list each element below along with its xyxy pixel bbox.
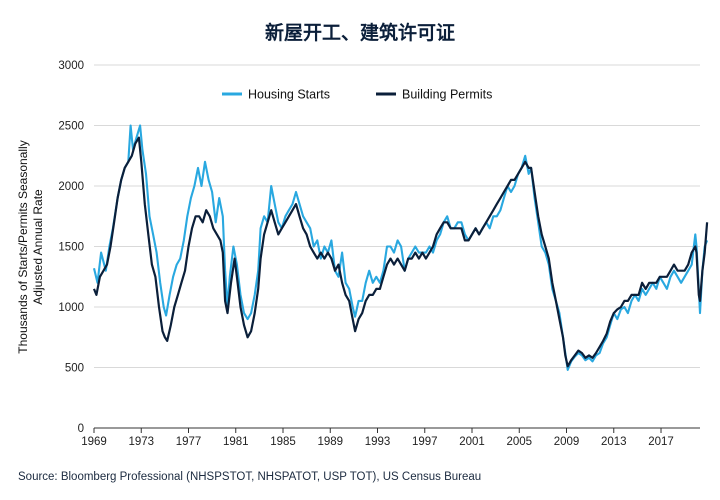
x-tick-label: 1969 — [81, 436, 107, 448]
x-axis-ticks: 1969 1973 1977 1981 1985 1989 1993 1997 2001 2005… — [81, 428, 674, 448]
series-line-building-permits — [92, 136, 709, 368]
x-tick-label: 2005 — [506, 436, 532, 448]
x-tick-label: 1993 — [365, 436, 391, 448]
y-axis-ticks: 0 500 1000 1500 2000 2500 3000 — [58, 60, 84, 435]
x-tick-label: 1977 — [176, 436, 202, 448]
y-tick-label: 3000 — [58, 60, 84, 72]
x-tick-label: 2009 — [554, 436, 580, 448]
gridlines — [94, 64, 700, 368]
x-tick-label: 2001 — [459, 436, 485, 448]
x-tick-label: 1973 — [128, 436, 154, 448]
legend-label: Housing Starts — [248, 88, 330, 102]
y-tick-label: 2500 — [58, 121, 84, 133]
y-tick-label: 500 — [65, 363, 84, 375]
chart-title: 新屋开工、建筑许可证 — [264, 22, 455, 44]
x-tick-label: 1989 — [317, 436, 343, 448]
x-tick-label: 2013 — [601, 436, 627, 448]
series-lines — [92, 124, 709, 371]
y-axis-label-line-2: Adjusted Annual Rate — [31, 189, 45, 305]
series-line-housing-starts — [92, 124, 709, 371]
source-note: Source: Bloomberg Professional (NHSPSTOT… — [18, 471, 482, 483]
y-axis-label-line-1: Thousands of Starts/Permits Seasonally — [16, 140, 30, 353]
y-tick-label: 1500 — [58, 242, 84, 254]
legend: Housing Starts Building Permits — [222, 88, 492, 102]
y-tick-label: 1000 — [58, 302, 84, 314]
legend-label: Building Permits — [402, 88, 492, 102]
x-tick-label: 1997 — [412, 436, 438, 448]
x-tick-label: 1985 — [270, 436, 296, 448]
x-tick-label: 2017 — [648, 436, 674, 448]
y-tick-label: 2000 — [58, 181, 84, 193]
x-tick-label: 1981 — [223, 436, 249, 448]
y-tick-label: 0 — [78, 423, 84, 435]
